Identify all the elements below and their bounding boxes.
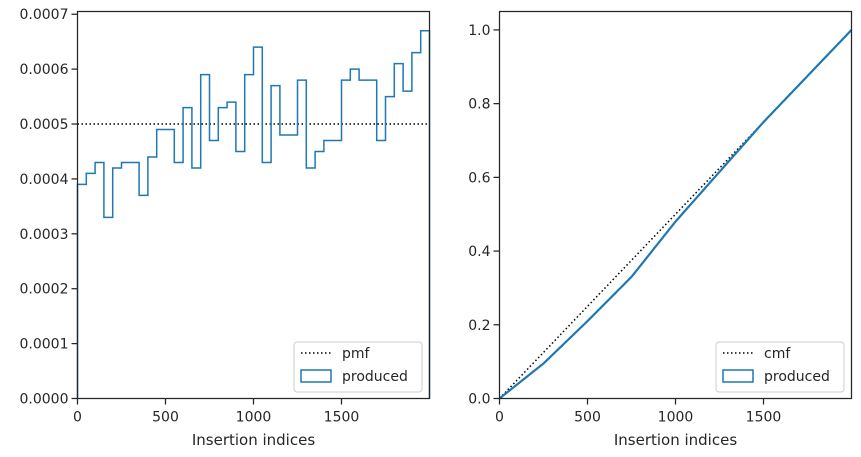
cmf-x-tick-label: 0: [495, 410, 504, 426]
pmf-y-tick-label: 0.0003: [20, 227, 69, 243]
cmf-y-tick-label: 0.6: [468, 170, 490, 186]
cmf-legend-produced-swatch: [722, 369, 754, 383]
pmf-y-tick-label: 0.0000: [20, 392, 69, 408]
cmf-y-tick-label: 0.2: [468, 318, 490, 334]
pmf-x-axis-label: Insertion indices: [192, 431, 315, 449]
cmf-chart: 0.0 0.2 0.4 0.6 0.8 1.0 0 500 1000 1500 Insertio…: [468, 10, 853, 449]
pmf-x-tick-label: 500: [152, 410, 179, 426]
pmf-x-tick-label: 1000: [236, 410, 272, 426]
pmf-y-tick-label: 0.0004: [20, 172, 69, 188]
cmf-legend: cmf produced: [715, 341, 845, 393]
pmf-x-tick-label: 1500: [324, 410, 360, 426]
pmf-x-tick-label: 0: [73, 410, 82, 426]
pmf-legend-pmf-label: pmf: [342, 346, 371, 362]
pmf-y-tick-label: 0.0001: [20, 337, 69, 353]
pmf-y-ticks: 0.0000 0.0001 0.0002 0.0003 0.0004 0.0005 0.00…: [20, 7, 78, 408]
cmf-x-tick-label: 1500: [746, 410, 782, 426]
cmf-y-tick-label: 0.8: [468, 97, 490, 113]
pmf-y-tick-label: 0.0006: [20, 62, 69, 78]
pmf-produced-step-line: [76, 29, 431, 399]
pmf-produced-series: [76, 29, 431, 399]
pmf-y-tick-label: 0.0002: [20, 282, 69, 298]
cmf-x-tick-label: 1000: [658, 410, 694, 426]
cmf-plot-frame: [498, 10, 853, 400]
cmf-legend-cmf-label: cmf: [764, 346, 791, 362]
cmf-produced-line: [498, 29, 853, 400]
pmf-chart: 0.0000 0.0001 0.0002 0.0003 0.0004 0.0005 0.00…: [20, 7, 431, 449]
cmf-produced-series: [498, 29, 853, 400]
pmf-y-tick-label: 0.0005: [20, 117, 69, 133]
pmf-legend-produced-label: produced: [342, 369, 408, 385]
cmf-y-tick-label: 1.0: [468, 23, 490, 39]
pmf-legend-produced-swatch: [300, 369, 332, 383]
pmf-legend-box: [293, 341, 423, 393]
cmf-legend-produced-label: produced: [764, 369, 830, 385]
cmf-y-ticks: 0.0 0.2 0.4 0.6 0.8 1.0: [468, 23, 500, 408]
cmf-x-ticks: 0 500 1000 1500: [495, 398, 782, 426]
cmf-x-axis-label: Insertion indices: [614, 431, 737, 449]
cmf-x-tick-label: 500: [574, 410, 601, 426]
cmf-y-tick-label: 0.0: [468, 392, 490, 408]
pmf-x-ticks: 0 500 1000 1500: [73, 398, 360, 426]
pmf-legend: pmf produced: [293, 341, 423, 393]
cmf-legend-box: [715, 341, 845, 393]
pmf-y-tick-label: 0.0007: [20, 7, 69, 23]
cmf-y-tick-label: 0.4: [468, 244, 490, 260]
